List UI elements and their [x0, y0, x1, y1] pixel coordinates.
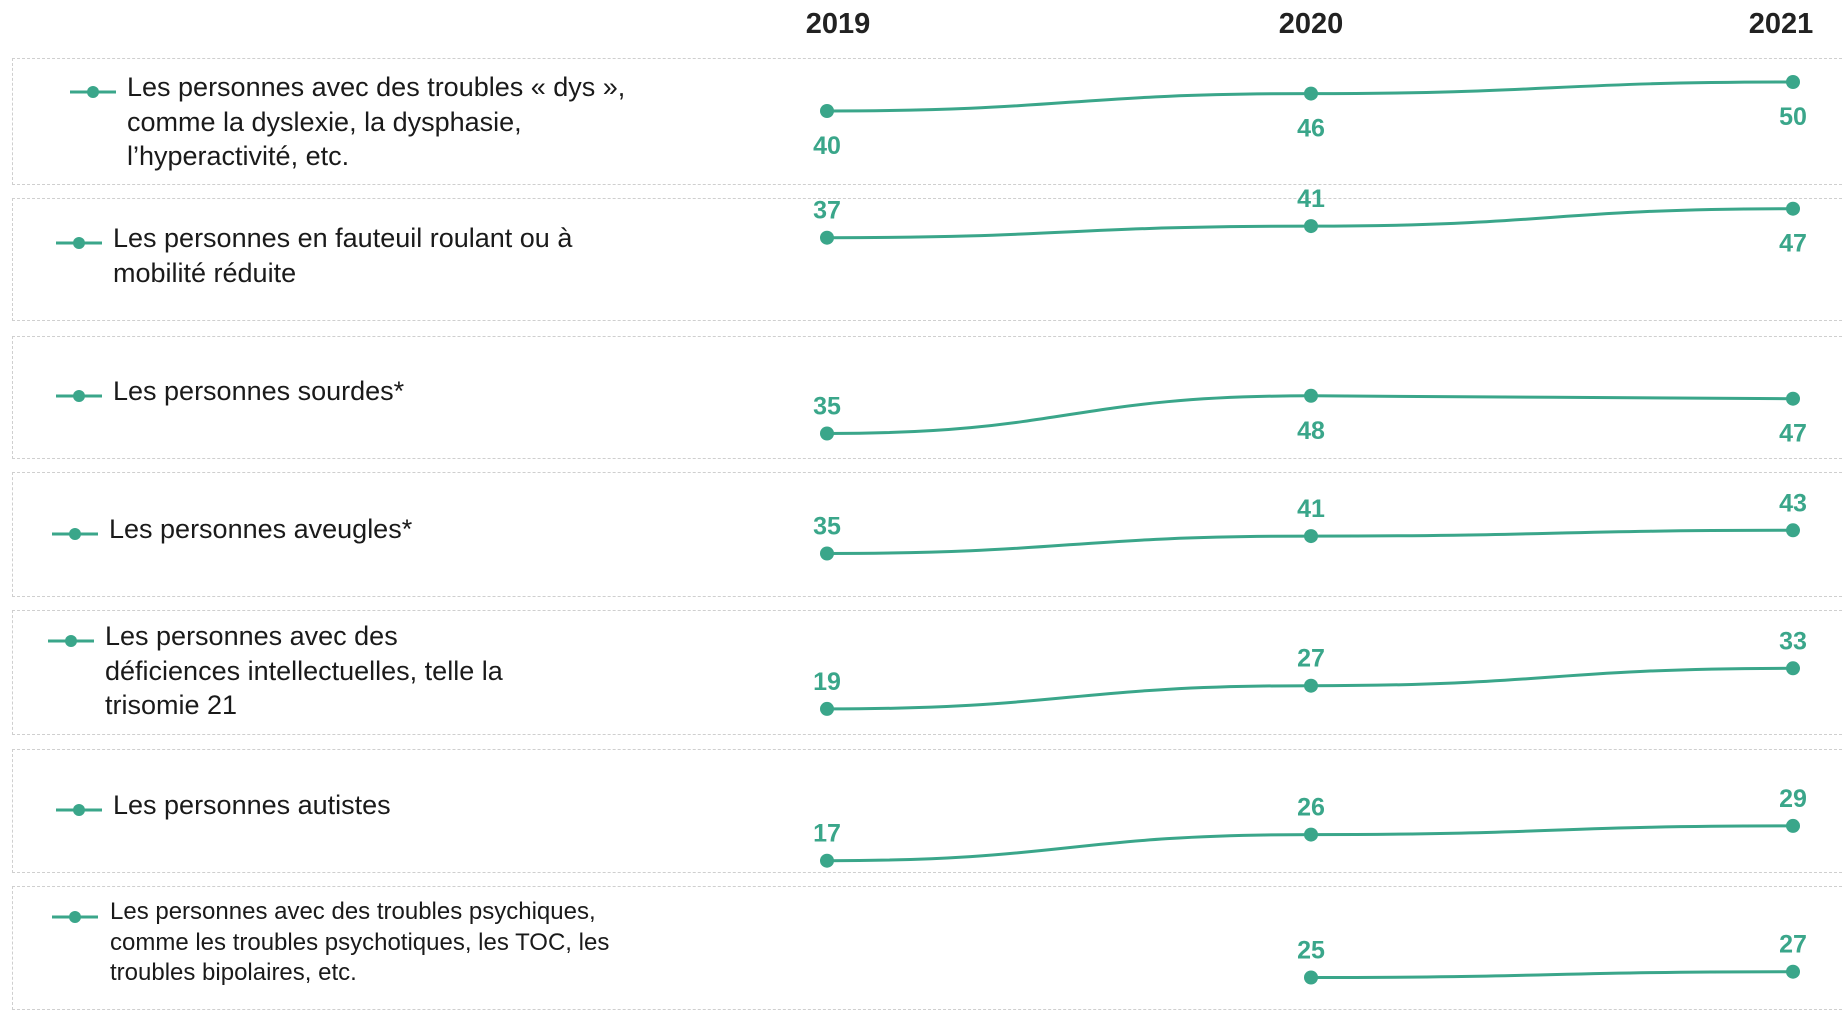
data-label: 17 — [813, 820, 841, 848]
series-label-line: déficiences intellectuelles, telle la — [105, 655, 503, 686]
data-point — [1786, 391, 1800, 406]
series-label: Les personnes en fauteuil roulant ou à mo… — [113, 221, 572, 290]
data-point — [1786, 523, 1800, 538]
data-point — [820, 701, 834, 716]
series-label-line: Les personnes avec des troubles psychiqu… — [110, 898, 596, 925]
row-panel — [12, 336, 1842, 459]
legend-line-marker — [52, 911, 98, 924]
row-panel — [12, 472, 1842, 597]
data-point — [820, 426, 834, 441]
data-point — [1304, 678, 1318, 693]
series-label-line: l’hyperactivité, etc. — [127, 141, 350, 172]
series-label-line: troubles bipolaires, etc. — [110, 959, 357, 987]
data-label: 40 — [813, 132, 841, 160]
series-label-line: Les personnes avec des troubles « dys », — [127, 72, 626, 102]
data-label: 35 — [813, 513, 841, 541]
legend-line-marker — [70, 85, 116, 98]
data-point — [820, 104, 834, 118]
series-label-line: Les personnes avec des — [105, 621, 398, 651]
series-line — [1310, 970, 1794, 979]
data-label: 47 — [1779, 420, 1807, 448]
data-point — [1304, 827, 1318, 842]
data-point — [1304, 219, 1318, 234]
data-label: 46 — [1297, 115, 1325, 143]
series-label: Les personnes sourdes* — [113, 374, 404, 409]
data-label: 27 — [1297, 645, 1325, 673]
series-label-line: trisomie 21 — [105, 690, 238, 721]
legend-line-marker — [52, 527, 98, 540]
series-label: Les personnes autistes — [113, 788, 391, 823]
data-label: 37 — [813, 197, 841, 225]
data-label: 50 — [1779, 103, 1807, 131]
data-point — [1786, 964, 1800, 979]
series-label-line: Les personnes sourdes* — [113, 376, 405, 406]
series-label: Les personnes avec des troubles « dys »,… — [127, 70, 625, 174]
year-label-2020: 2020 — [1278, 8, 1344, 40]
data-label: 25 — [1297, 937, 1325, 965]
series-label-line: comme la dyslexie, la dysphasie, — [127, 106, 522, 137]
data-label: 33 — [1779, 627, 1807, 655]
data-label: 29 — [1779, 785, 1807, 813]
data-point — [820, 230, 834, 245]
data-point — [1786, 201, 1800, 216]
series-label-line: Les personnes en fauteuil roulant ou à — [113, 223, 573, 253]
data-label: 19 — [813, 668, 841, 696]
data-point — [1786, 818, 1800, 833]
row-panel — [12, 610, 1842, 735]
data-label: 47 — [1779, 230, 1807, 258]
legend-line-marker — [48, 634, 94, 647]
row-panel — [12, 198, 1842, 321]
data-label: 27 — [1779, 931, 1807, 959]
legend-line-marker — [56, 236, 102, 249]
year-label-2019: 2019 — [805, 8, 871, 40]
data-point — [1304, 86, 1318, 101]
legend-line-marker — [56, 389, 102, 402]
series-label: Les personnes aveugles* — [109, 512, 412, 547]
data-label: 43 — [1779, 489, 1807, 517]
data-label: 41 — [1297, 495, 1325, 523]
row-panel — [12, 749, 1842, 873]
data-point — [820, 853, 834, 868]
data-point — [820, 546, 834, 561]
series-label-line: Les personnes autistes — [113, 790, 391, 820]
data-point — [1304, 529, 1318, 544]
series-label: Les personnes avec des déficiences intell… — [105, 619, 503, 723]
data-label: 26 — [1297, 794, 1325, 822]
series-label-line: Les personnes aveugles* — [109, 514, 413, 544]
data-point — [1786, 661, 1800, 676]
series-label: Les personnes avec des troubles psychiqu… — [110, 897, 609, 989]
data-point — [1304, 388, 1318, 403]
legend-line-marker — [56, 803, 102, 816]
series-label-line: mobilité réduite — [113, 257, 297, 288]
data-point — [1304, 970, 1318, 985]
row-panel — [12, 58, 1842, 185]
series-label-line: comme les troubles psychotiques, les TOC… — [110, 928, 610, 956]
data-point — [1786, 75, 1800, 89]
year-label-2021: 2021 — [1748, 8, 1814, 40]
data-label: 35 — [813, 393, 841, 421]
data-label: 41 — [1297, 185, 1325, 213]
data-label: 48 — [1297, 417, 1325, 445]
